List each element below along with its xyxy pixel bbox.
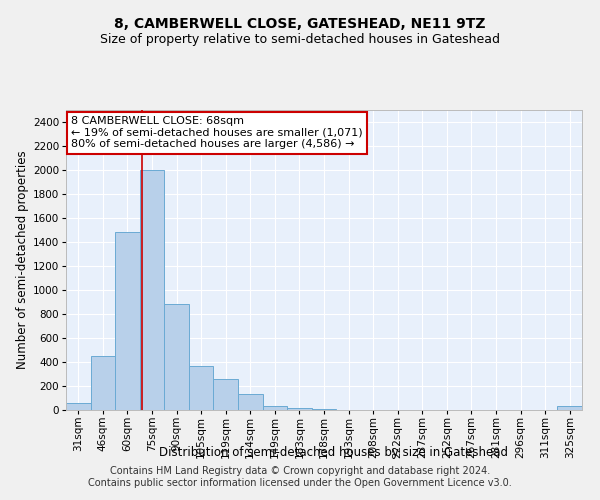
Bar [91, 356, 115, 410]
Text: Distribution of semi-detached houses by size in Gateshead: Distribution of semi-detached houses by … [158, 446, 508, 459]
Bar [263, 406, 287, 410]
Text: Contains HM Land Registry data © Crown copyright and database right 2024.
Contai: Contains HM Land Registry data © Crown c… [88, 466, 512, 487]
Bar [140, 170, 164, 410]
Bar [66, 404, 91, 410]
Y-axis label: Number of semi-detached properties: Number of semi-detached properties [16, 150, 29, 370]
Bar [214, 379, 238, 410]
Text: 8 CAMBERWELL CLOSE: 68sqm
← 19% of semi-detached houses are smaller (1,071)
80% : 8 CAMBERWELL CLOSE: 68sqm ← 19% of semi-… [71, 116, 363, 149]
Bar [164, 304, 189, 410]
Text: Size of property relative to semi-detached houses in Gateshead: Size of property relative to semi-detach… [100, 32, 500, 46]
Bar [557, 406, 582, 410]
Bar [238, 394, 263, 410]
Bar [189, 366, 214, 410]
Bar [115, 232, 140, 410]
Text: 8, CAMBERWELL CLOSE, GATESHEAD, NE11 9TZ: 8, CAMBERWELL CLOSE, GATESHEAD, NE11 9TZ [114, 18, 486, 32]
Bar [287, 408, 312, 410]
